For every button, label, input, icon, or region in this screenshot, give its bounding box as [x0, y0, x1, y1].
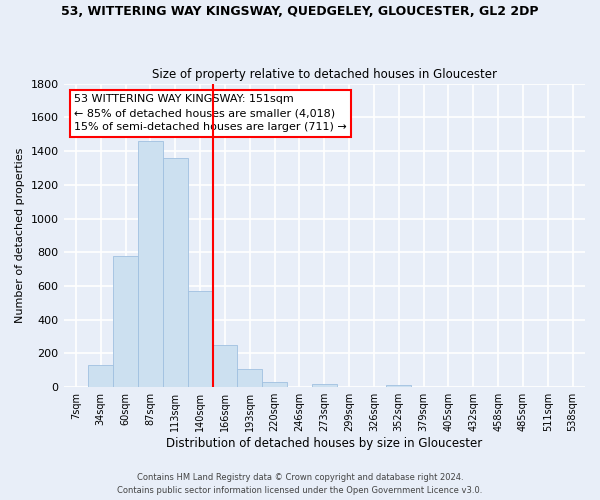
Bar: [312, 384, 337, 387]
Bar: [163, 158, 188, 387]
X-axis label: Distribution of detached houses by size in Gloucester: Distribution of detached houses by size …: [166, 437, 482, 450]
Text: Contains HM Land Registry data © Crown copyright and database right 2024.
Contai: Contains HM Land Registry data © Crown c…: [118, 474, 482, 495]
Bar: [88, 366, 113, 387]
Bar: [138, 141, 163, 387]
Bar: [386, 384, 411, 387]
Bar: [113, 256, 138, 387]
Y-axis label: Number of detached properties: Number of detached properties: [15, 148, 25, 323]
Bar: [238, 370, 262, 387]
Bar: [212, 345, 238, 387]
Text: 53 WITTERING WAY KINGSWAY: 151sqm
← 85% of detached houses are smaller (4,018)
1: 53 WITTERING WAY KINGSWAY: 151sqm ← 85% …: [74, 94, 347, 132]
Text: 53, WITTERING WAY KINGSWAY, QUEDGELEY, GLOUCESTER, GL2 2DP: 53, WITTERING WAY KINGSWAY, QUEDGELEY, G…: [61, 5, 539, 18]
Title: Size of property relative to detached houses in Gloucester: Size of property relative to detached ho…: [152, 68, 497, 81]
Bar: [188, 291, 212, 387]
Bar: [262, 382, 287, 387]
